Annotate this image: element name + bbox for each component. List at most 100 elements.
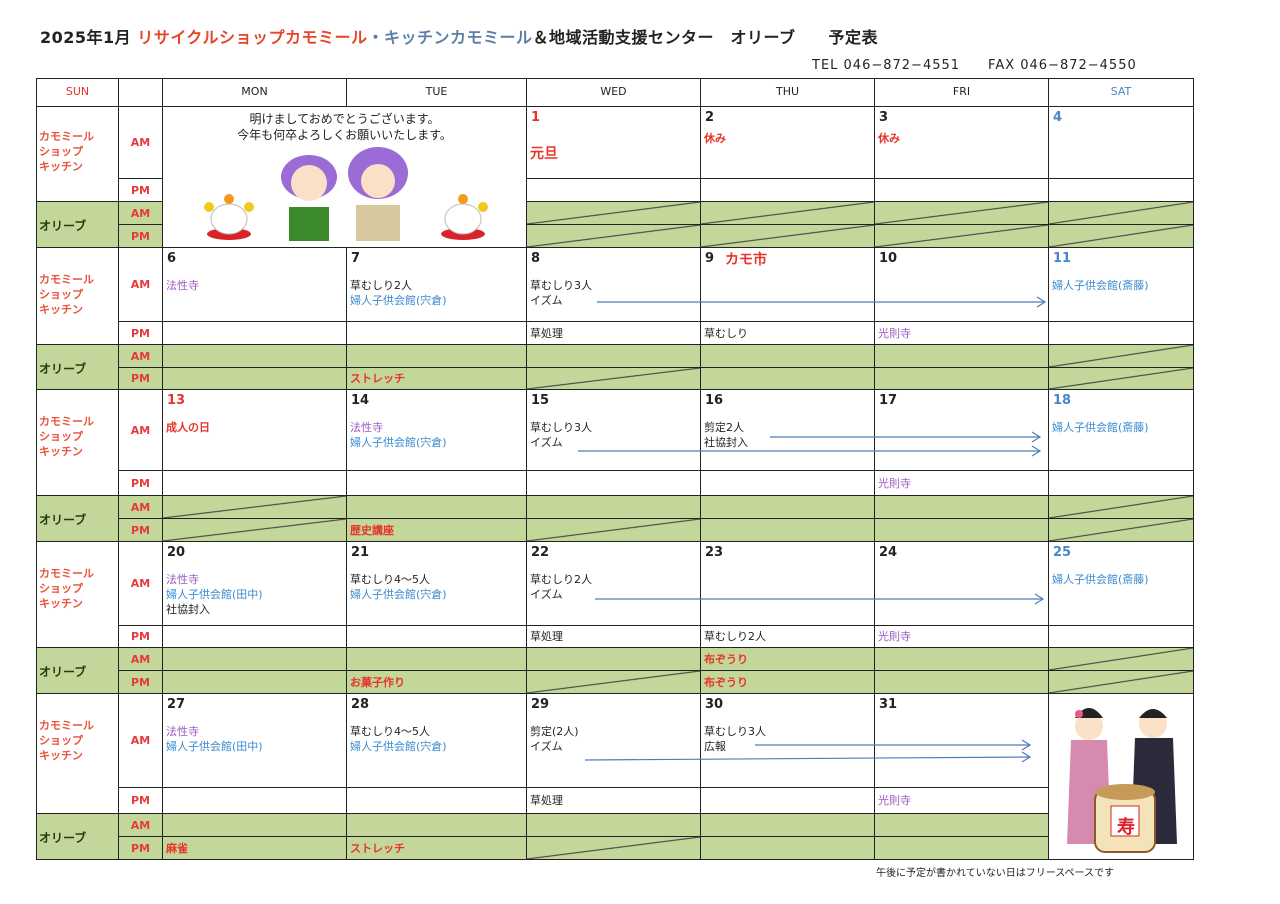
olive-cell-wed-am[interactable] xyxy=(526,495,701,519)
olive-cell-fri-pm[interactable] xyxy=(874,518,1049,542)
day-cell-thu-am[interactable]: 2 休み xyxy=(700,106,875,179)
day-cell-sat-pm[interactable] xyxy=(1048,625,1194,648)
olive-cell-tue-am[interactable] xyxy=(346,495,527,519)
olive-cell-thu-am[interactable] xyxy=(700,495,875,519)
olive-cell-thu-pm[interactable] xyxy=(700,518,875,542)
day-cell-mon-am[interactable]: 27 法性寺 婦人子供会館(田中) xyxy=(162,693,347,788)
day-cell-mon-am[interactable]: 6 法性寺 xyxy=(162,247,347,322)
olive-cell-fri-am[interactable] xyxy=(874,201,1049,225)
day-cell-tue-am[interactable]: 7 草むしり2人 婦人子供会館(宍倉) xyxy=(346,247,527,322)
day-cell-fri-am[interactable]: 31 xyxy=(874,693,1049,788)
olive-cell-tue-pm[interactable]: 歴史講座 xyxy=(346,518,527,542)
olive-cell-mon-am[interactable] xyxy=(162,647,347,671)
olive-cell-thu-am[interactable] xyxy=(700,201,875,225)
olive-cell-tue-am[interactable] xyxy=(346,344,527,368)
day-cell-fri-pm[interactable]: 光則寺 xyxy=(874,321,1049,345)
day-cell-thu-am[interactable]: 30 草むしり3人 広報 xyxy=(700,693,875,788)
olive-cell-wed-am[interactable] xyxy=(526,813,701,837)
day-cell-wed-am[interactable]: 1 元旦 xyxy=(526,106,701,179)
day-cell-fri-am[interactable]: 10 xyxy=(874,247,1049,322)
day-cell-sat-am[interactable]: 25 婦人子供会館(斎藤) xyxy=(1048,541,1194,626)
day-cell-tue-pm[interactable] xyxy=(346,787,527,814)
day-cell-tue-am[interactable]: 28 草むしり4〜5人 婦人子供会館(宍倉) xyxy=(346,693,527,788)
day-cell-wed-am[interactable]: 29 剪定(2人) イズム xyxy=(526,693,701,788)
olive-cell-fri-pm[interactable] xyxy=(874,224,1049,248)
olive-cell-sat-am[interactable] xyxy=(1048,201,1194,225)
day-cell-thu-pm[interactable]: 草むしり xyxy=(700,321,875,345)
olive-cell-sat-pm[interactable] xyxy=(1048,518,1194,542)
olive-cell-mon-pm[interactable] xyxy=(162,518,347,542)
olive-cell-fri-pm[interactable] xyxy=(874,670,1049,694)
olive-cell-fri-am[interactable] xyxy=(874,647,1049,671)
olive-cell-sat-am[interactable] xyxy=(1048,647,1194,671)
olive-cell-wed-am[interactable] xyxy=(526,201,701,225)
day-cell-mon-pm[interactable] xyxy=(162,787,347,814)
day-cell-sat-am[interactable]: 11 婦人子供会館(斎藤) xyxy=(1048,247,1194,322)
olive-cell-tue-am[interactable] xyxy=(346,813,527,837)
olive-cell-mon-pm[interactable]: 麻雀 xyxy=(162,836,347,860)
day-cell-wed-pm[interactable] xyxy=(526,178,701,202)
olive-cell-thu-pm[interactable] xyxy=(700,367,875,390)
day-cell-sat-am[interactable]: 18 婦人子供会館(斎藤) xyxy=(1048,389,1194,471)
day-cell-fri-am[interactable]: 3 休み xyxy=(874,106,1049,179)
olive-cell-tue-pm[interactable]: ストレッチ xyxy=(346,367,527,390)
olive-cell-tue-pm[interactable]: お菓子作り xyxy=(346,670,527,694)
day-cell-wed-pm[interactable]: 草処理 xyxy=(526,321,701,345)
olive-cell-fri-am[interactable] xyxy=(874,495,1049,519)
olive-cell-wed-am[interactable] xyxy=(526,344,701,368)
day-cell-sat-pm[interactable] xyxy=(1048,321,1194,345)
day-cell-mon-pm[interactable] xyxy=(162,625,347,648)
day-cell-thu-am[interactable]: 9 カモ市 xyxy=(700,247,875,322)
day-cell-tue-am[interactable]: 21 草むしり4〜5人 婦人子供会館(宍倉) xyxy=(346,541,527,626)
day-cell-fri-pm[interactable]: 光則寺 xyxy=(874,787,1049,814)
olive-cell-sat-am[interactable] xyxy=(1048,344,1194,368)
olive-cell-tue-pm[interactable]: ストレッチ xyxy=(346,836,527,860)
olive-cell-thu-am[interactable] xyxy=(700,813,875,837)
olive-cell-thu-pm[interactable] xyxy=(700,836,875,860)
day-cell-thu-pm[interactable]: 草むしり2人 xyxy=(700,625,875,648)
olive-cell-mon-am[interactable] xyxy=(162,495,347,519)
olive-cell-sat-pm[interactable] xyxy=(1048,367,1194,390)
day-cell-tue-am[interactable]: 14 法性寺 婦人子供会館(宍倉) xyxy=(346,389,527,471)
olive-cell-tue-am[interactable] xyxy=(346,647,527,671)
olive-cell-fri-pm[interactable] xyxy=(874,367,1049,390)
olive-cell-fri-am[interactable] xyxy=(874,813,1049,837)
olive-cell-thu-pm[interactable] xyxy=(700,224,875,248)
olive-cell-wed-am[interactable] xyxy=(526,647,701,671)
day-cell-tue-pm[interactable] xyxy=(346,625,527,648)
day-cell-thu-am[interactable]: 16 剪定2人 社協封入 xyxy=(700,389,875,471)
olive-cell-thu-am[interactable]: 布ぞうり xyxy=(700,647,875,671)
day-cell-sat-pm[interactable] xyxy=(1048,178,1194,202)
day-cell-sat-pm[interactable] xyxy=(1048,470,1194,496)
day-cell-wed-pm[interactable] xyxy=(526,470,701,496)
day-cell-wed-am[interactable]: 15 草むしり3人 イズム xyxy=(526,389,701,471)
olive-cell-thu-pm[interactable]: 布ぞうり xyxy=(700,670,875,694)
day-cell-sat-am[interactable]: 4 xyxy=(1048,106,1194,179)
olive-cell-sat-pm[interactable] xyxy=(1048,670,1194,694)
day-cell-thu-pm[interactable] xyxy=(700,470,875,496)
olive-cell-mon-am[interactable] xyxy=(162,813,347,837)
olive-cell-thu-am[interactable] xyxy=(700,344,875,368)
day-cell-fri-am[interactable]: 17 xyxy=(874,389,1049,471)
olive-cell-mon-am[interactable] xyxy=(162,344,347,368)
day-cell-mon-pm[interactable] xyxy=(162,470,347,496)
day-cell-thu-pm[interactable] xyxy=(700,178,875,202)
olive-cell-fri-pm[interactable] xyxy=(874,836,1049,860)
olive-cell-wed-pm[interactable] xyxy=(526,836,701,860)
day-cell-wed-am[interactable]: 22 草むしり2人 イズム xyxy=(526,541,701,626)
olive-cell-wed-pm[interactable] xyxy=(526,224,701,248)
day-cell-fri-am[interactable]: 24 xyxy=(874,541,1049,626)
olive-cell-fri-am[interactable] xyxy=(874,344,1049,368)
olive-cell-mon-pm[interactable] xyxy=(162,670,347,694)
olive-cell-wed-pm[interactable] xyxy=(526,518,701,542)
olive-cell-sat-pm[interactable] xyxy=(1048,224,1194,248)
olive-cell-mon-pm[interactable] xyxy=(162,367,347,390)
day-cell-tue-pm[interactable] xyxy=(346,321,527,345)
olive-cell-wed-pm[interactable] xyxy=(526,670,701,694)
day-cell-thu-am[interactable]: 23 xyxy=(700,541,875,626)
day-cell-fri-pm[interactable]: 光則寺 xyxy=(874,470,1049,496)
day-cell-thu-pm[interactable] xyxy=(700,787,875,814)
day-cell-wed-pm[interactable]: 草処理 xyxy=(526,787,701,814)
day-cell-wed-pm[interactable]: 草処理 xyxy=(526,625,701,648)
olive-cell-wed-pm[interactable] xyxy=(526,367,701,390)
